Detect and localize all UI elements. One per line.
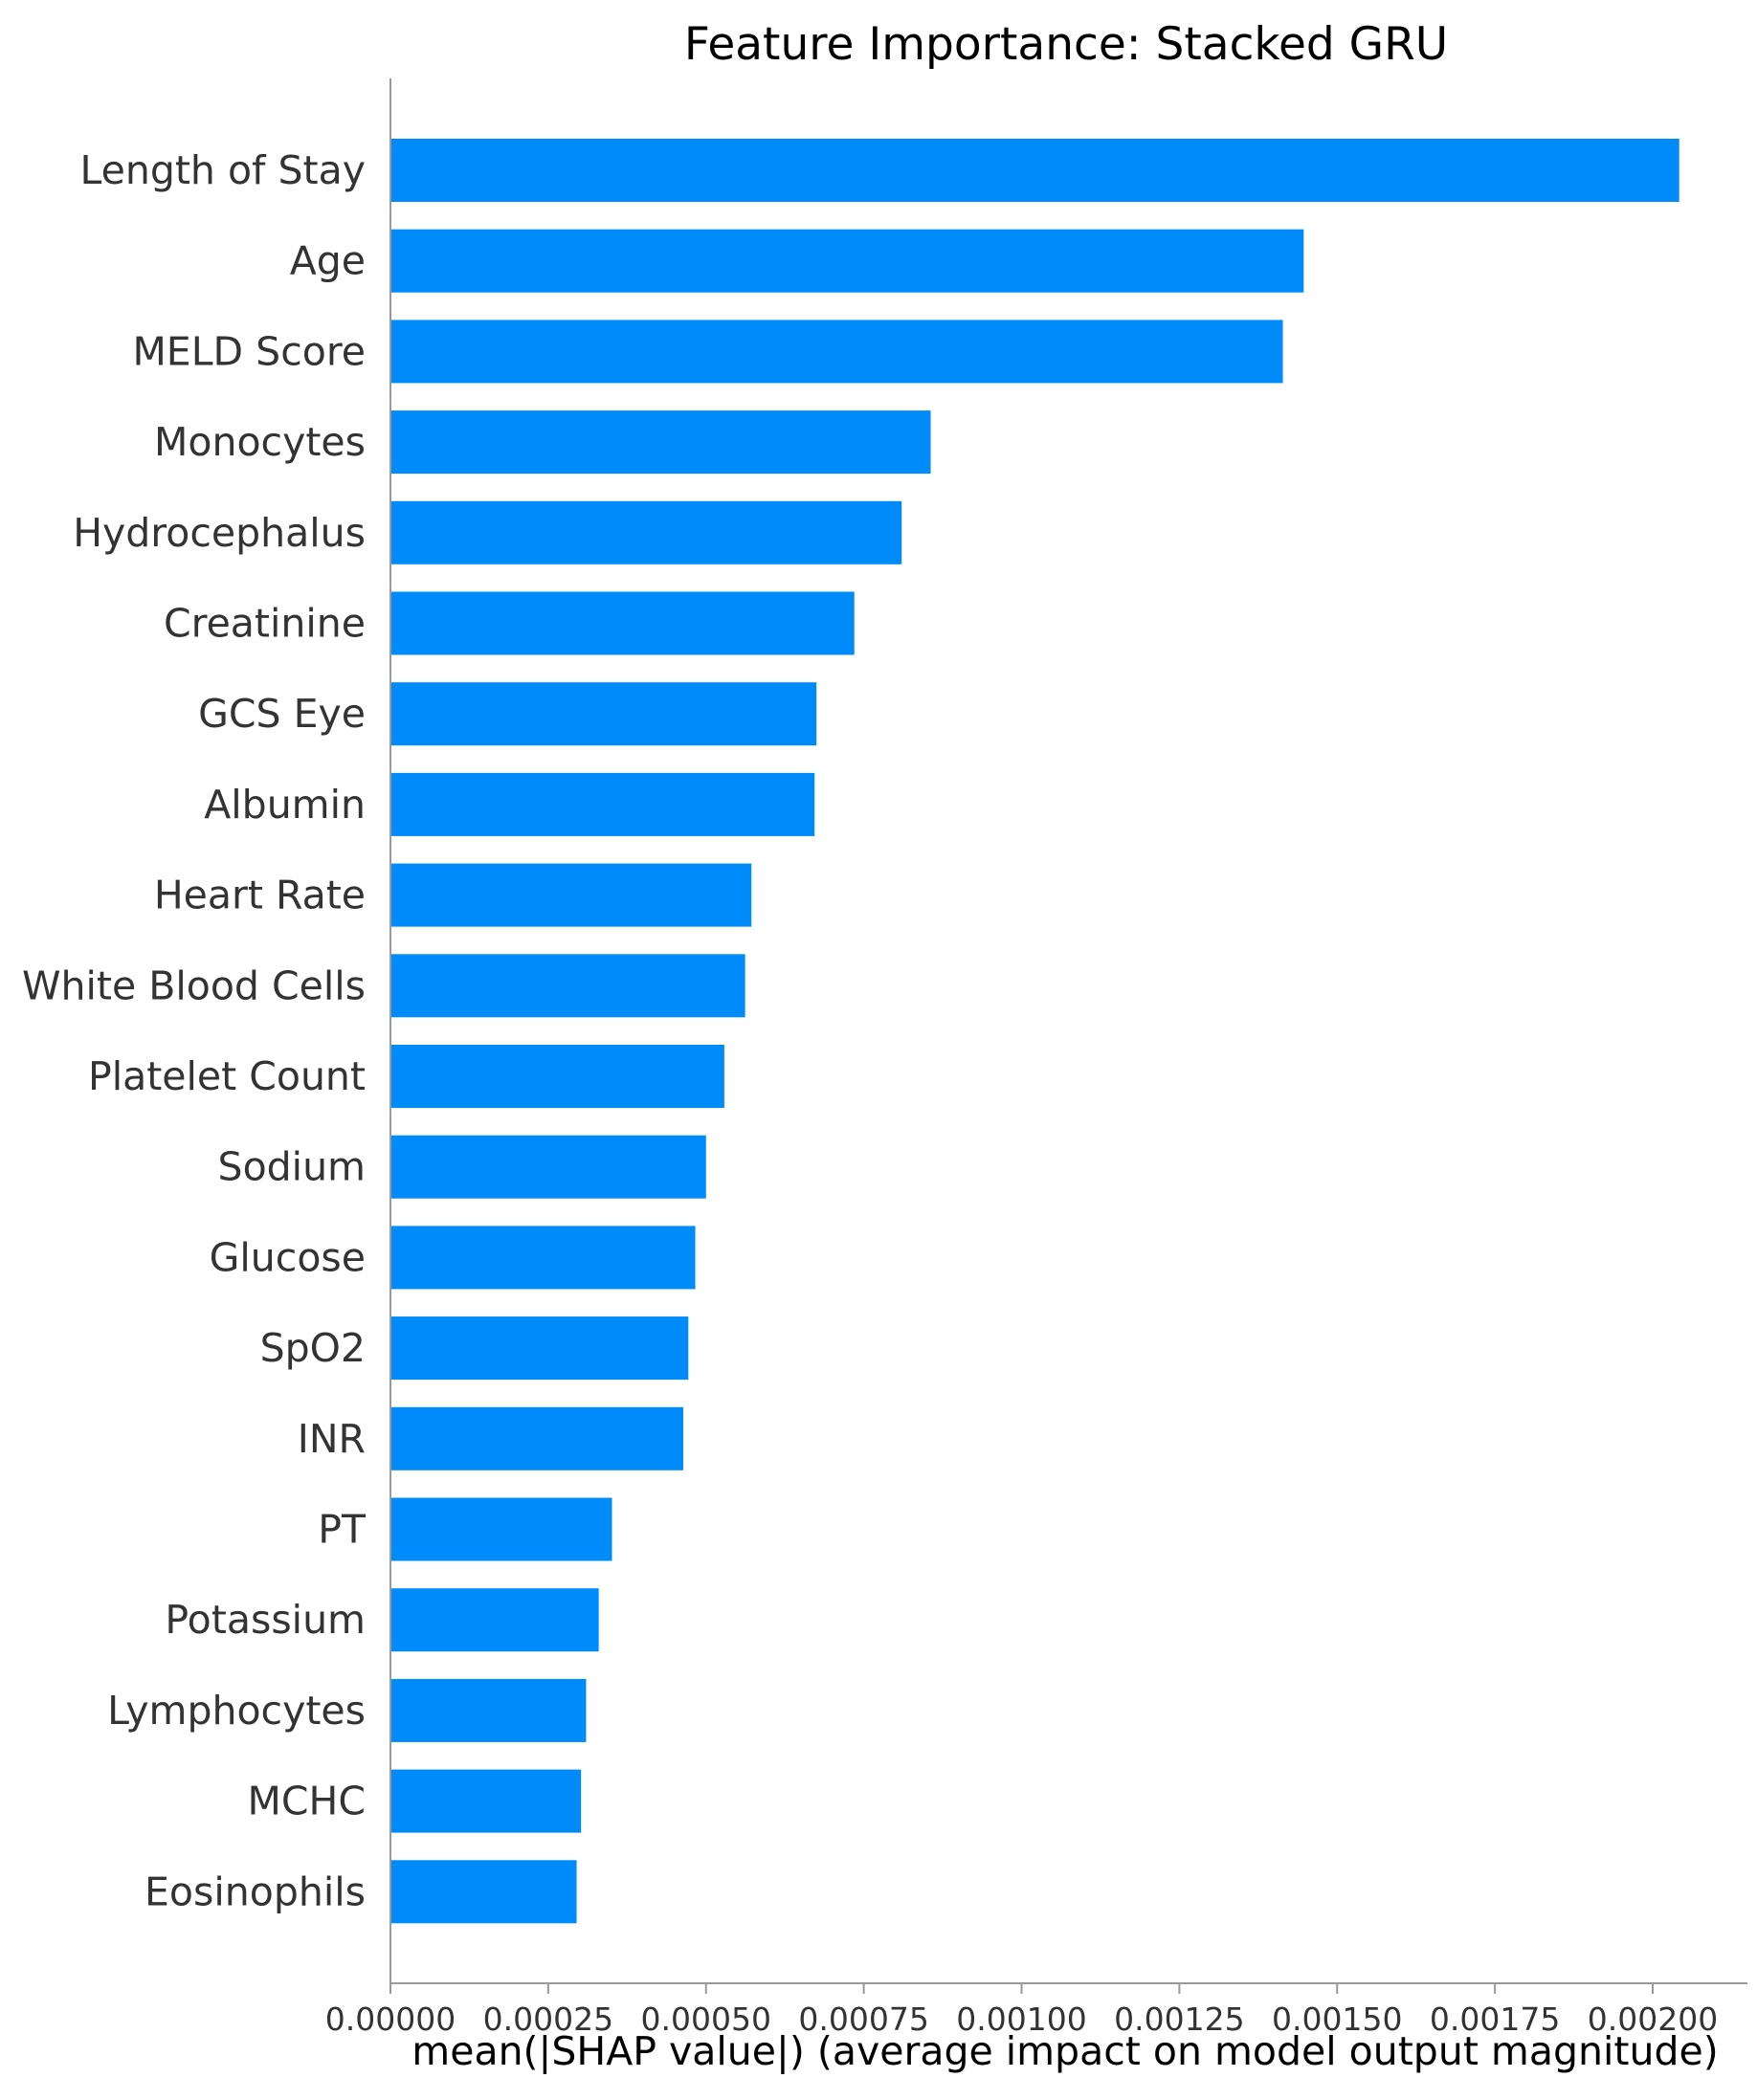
x-ticks-group: 0.00000 0.00025 0.00050 0.00075 0.00100 0.001… <box>325 1983 1718 2038</box>
category-label-spo2: SpO2 <box>260 1325 366 1371</box>
category-label-albumin: Albumin <box>204 782 366 828</box>
x-tick-label: 0.00200 <box>1588 2001 1718 2038</box>
bar-heart-rate <box>390 863 752 927</box>
category-label-meld-score: MELD Score <box>132 328 366 374</box>
x-tick-label: 0.00025 <box>483 2001 613 2038</box>
bar-inr <box>390 1406 684 1470</box>
bar-potassium <box>390 1588 599 1652</box>
bar-white-blood-cells <box>390 954 745 1018</box>
category-label-eosinophils: Eosinophils <box>145 1868 366 1914</box>
x-tick-label: 0.00075 <box>798 2001 928 2038</box>
x-axis-label: mean(|SHAP value|) (average impact on mo… <box>411 2028 1718 2074</box>
bar-eosinophils <box>390 1860 577 1924</box>
category-label-age: Age <box>290 238 366 284</box>
x-tick-label: 0.00050 <box>641 2001 771 2038</box>
bar-monocytes <box>390 410 931 475</box>
bar-meld-score <box>390 320 1283 384</box>
category-label-platelet-count: Platelet Count <box>88 1053 366 1099</box>
x-tick-label: 0.00150 <box>1272 2001 1402 2038</box>
bar-glucose <box>390 1226 696 1290</box>
category-label-creatinine: Creatinine <box>164 601 366 647</box>
bar-spo2 <box>390 1316 689 1381</box>
bar-platelet-count <box>390 1045 724 1108</box>
category-label-heart-rate: Heart Rate <box>154 873 366 918</box>
bar-albumin <box>390 772 815 836</box>
category-label-potassium: Potassium <box>165 1597 366 1643</box>
category-label-sodium: Sodium <box>218 1144 366 1190</box>
x-tick-label: 0.00125 <box>1114 2001 1244 2038</box>
chart-title: Feature Importance: Stacked GRU <box>684 18 1448 71</box>
category-label-length-of-stay: Length of Stay <box>80 147 367 193</box>
bar-sodium <box>390 1135 706 1199</box>
x-tick-label: 0.00175 <box>1430 2001 1560 2038</box>
category-label-mchc: MCHC <box>248 1779 366 1824</box>
category-label-lymphocytes: Lymphocytes <box>107 1688 366 1734</box>
category-label-gcs-eye: GCS Eye <box>198 691 366 737</box>
bar-length-of-stay <box>390 139 1679 202</box>
category-label-glucose: Glucose <box>210 1234 366 1280</box>
bar-age <box>390 229 1304 293</box>
bar-hydrocephalus <box>390 500 902 564</box>
category-label-monocytes: Monocytes <box>154 419 366 465</box>
x-tick-label: 0.00100 <box>956 2001 1086 2038</box>
category-label-hydrocephalus: Hydrocephalus <box>73 510 366 556</box>
bar-creatinine <box>390 591 855 655</box>
bars-group <box>390 139 1679 1924</box>
bar-lymphocytes <box>390 1678 587 1742</box>
category-labels-group: Length of Stay Age MELD Score Monocytes Hydr… <box>22 147 367 1914</box>
x-tick-label: 0.00000 <box>325 2001 456 2038</box>
bar-mchc <box>390 1769 582 1833</box>
category-label-white-blood-cells: White Blood Cells <box>22 962 366 1008</box>
bar-gcs-eye <box>390 682 817 746</box>
bar-pt <box>390 1497 612 1561</box>
category-label-pt: PT <box>318 1507 367 1553</box>
category-label-inr: INR <box>298 1416 366 1462</box>
